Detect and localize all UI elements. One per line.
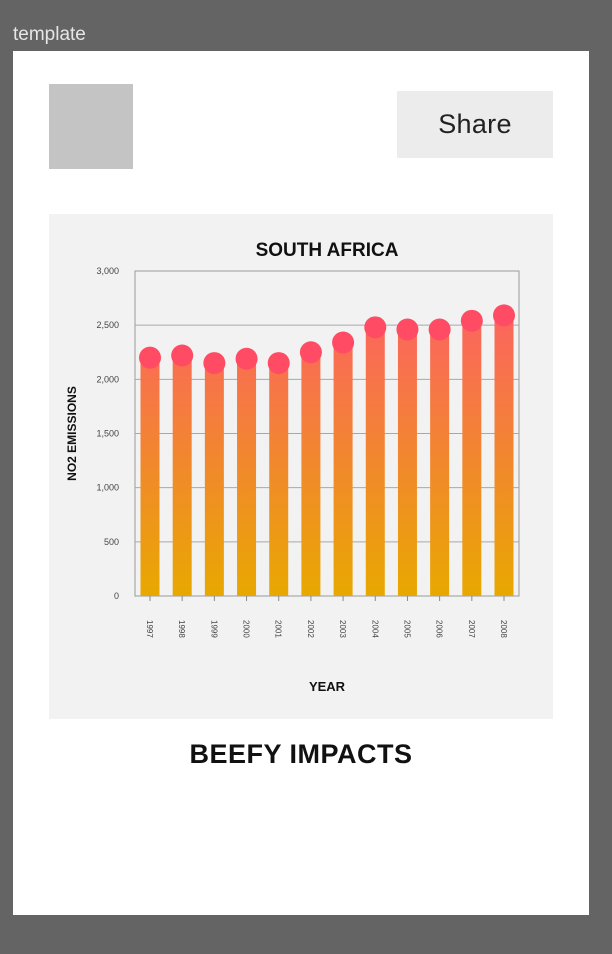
frame-label: template — [13, 24, 86, 45]
x-tick-label: 2005 — [402, 620, 411, 638]
x-tick-label: 2004 — [370, 620, 379, 638]
x-tick-label: 2000 — [242, 620, 251, 638]
bar — [140, 357, 160, 596]
y-tick-label: 0 — [114, 591, 119, 601]
bar — [365, 327, 385, 596]
artboard: Share SOUTH AFRICA 0 500 1,000 1,500 2,000 2,5… — [13, 51, 589, 915]
x-axis-label: YEAR — [309, 679, 346, 694]
bar-cap — [428, 318, 451, 341]
bar — [204, 363, 224, 596]
page-heading: BEEFY IMPACTS — [189, 739, 413, 769]
x-tick-label: 2001 — [274, 620, 283, 638]
bar — [301, 352, 321, 596]
chart-card: SOUTH AFRICA 0 500 1,000 1,500 2,000 2,500 3,00… — [49, 214, 553, 719]
bar-chart: SOUTH AFRICA 0 500 1,000 1,500 2,000 2,500 3,00… — [65, 240, 520, 694]
bar-cap — [364, 316, 387, 339]
x-tick-label: 2006 — [435, 620, 444, 638]
y-tick-label: 500 — [104, 537, 119, 547]
y-axis-label: NO2 EMISSIONS — [65, 386, 79, 481]
logo-placeholder — [49, 84, 133, 169]
x-tick-label: 2007 — [467, 620, 476, 638]
bar — [462, 320, 482, 596]
chart-title: SOUTH AFRICA — [256, 240, 399, 261]
bar-cap — [396, 318, 419, 341]
x-tick-label: 1997 — [145, 620, 154, 638]
x-tick-label: 1999 — [209, 620, 218, 638]
y-tick-label: 1,500 — [96, 429, 119, 439]
bar-cap — [235, 347, 258, 370]
bar — [494, 315, 514, 596]
y-tick-label: 2,500 — [96, 320, 119, 330]
bar — [430, 329, 450, 596]
bar-cap — [139, 346, 161, 369]
bar-cap — [171, 344, 194, 367]
bar-cap — [299, 341, 322, 364]
x-tick-label: 2002 — [306, 620, 315, 638]
bar-cap — [267, 352, 290, 375]
bar — [172, 355, 192, 596]
y-tick-label: 2,000 — [96, 374, 119, 384]
share-button[interactable]: Share — [397, 91, 553, 158]
bar-cap — [203, 352, 226, 375]
x-tick-label: 2008 — [499, 620, 508, 638]
x-tick-label: 1998 — [177, 620, 186, 638]
bar — [237, 358, 257, 596]
bar — [397, 329, 417, 596]
bar-cap — [332, 331, 355, 354]
y-tick-label: 3,000 — [96, 266, 119, 276]
x-tick-label: 2003 — [338, 620, 347, 638]
bar — [333, 342, 353, 596]
bar-cap — [493, 304, 515, 327]
bar — [269, 363, 289, 596]
y-tick-label: 1,000 — [96, 483, 119, 493]
bar-cap — [460, 309, 483, 332]
